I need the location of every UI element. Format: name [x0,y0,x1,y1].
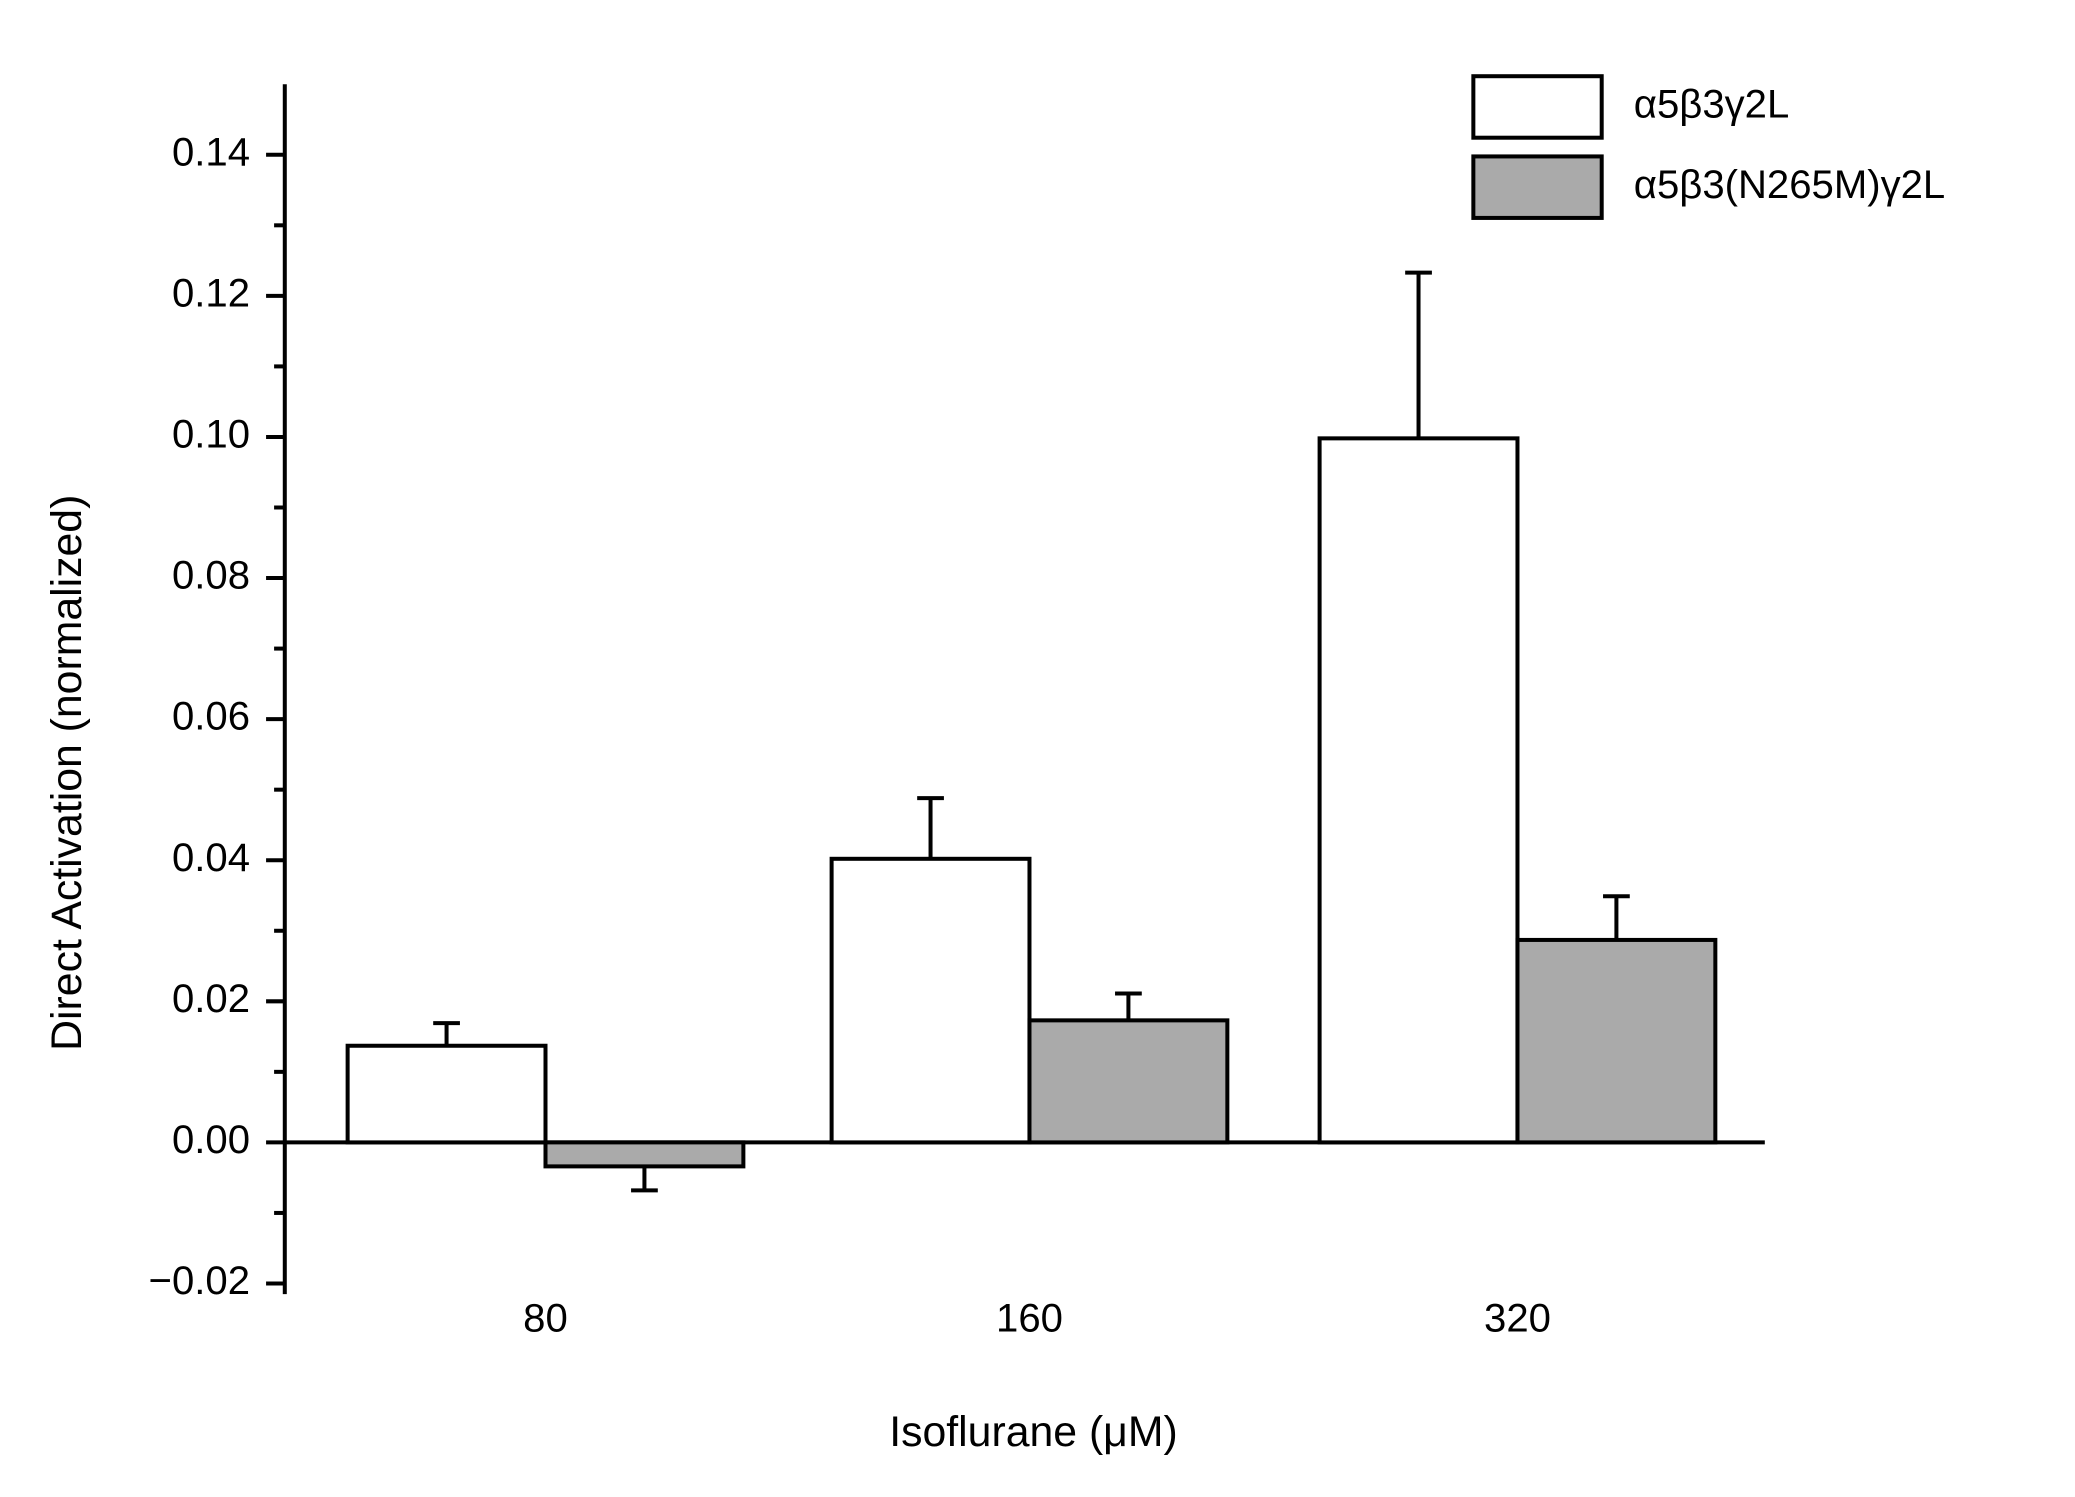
y-tick-label: −0.02 [149,1259,250,1303]
x-tick-label: 320 [1484,1297,1551,1341]
y-axis-label: Direct Activation (normalized) [43,495,91,1051]
bar [1027,1018,1230,1145]
y-tick-label: 0.08 [172,554,250,598]
bar [1515,937,1718,1145]
x-tick-label: 80 [523,1297,568,1341]
x-axis-label: Isoflurane (μM) [889,1408,1177,1456]
bar [1317,436,1520,1145]
y-tick-label: 0.00 [172,1118,250,1162]
y-tick-label: 0.04 [172,836,250,880]
y-tick-label: 0.10 [172,413,250,457]
x-tick-label: 160 [996,1297,1063,1341]
legend-swatch [1471,74,1604,140]
bar [543,1140,746,1169]
legend-label: α5β3γ2L [1634,83,1789,127]
legend-label: α5β3(N265M)γ2L [1634,163,1945,207]
y-tick-label: 0.12 [172,271,250,315]
bar [829,856,1032,1145]
legend-swatch [1471,154,1604,220]
y-tick-label: 0.14 [172,130,250,174]
y-tick-label: 0.06 [172,695,250,739]
y-tick-label: 0.02 [172,977,250,1021]
bar [345,1043,548,1145]
